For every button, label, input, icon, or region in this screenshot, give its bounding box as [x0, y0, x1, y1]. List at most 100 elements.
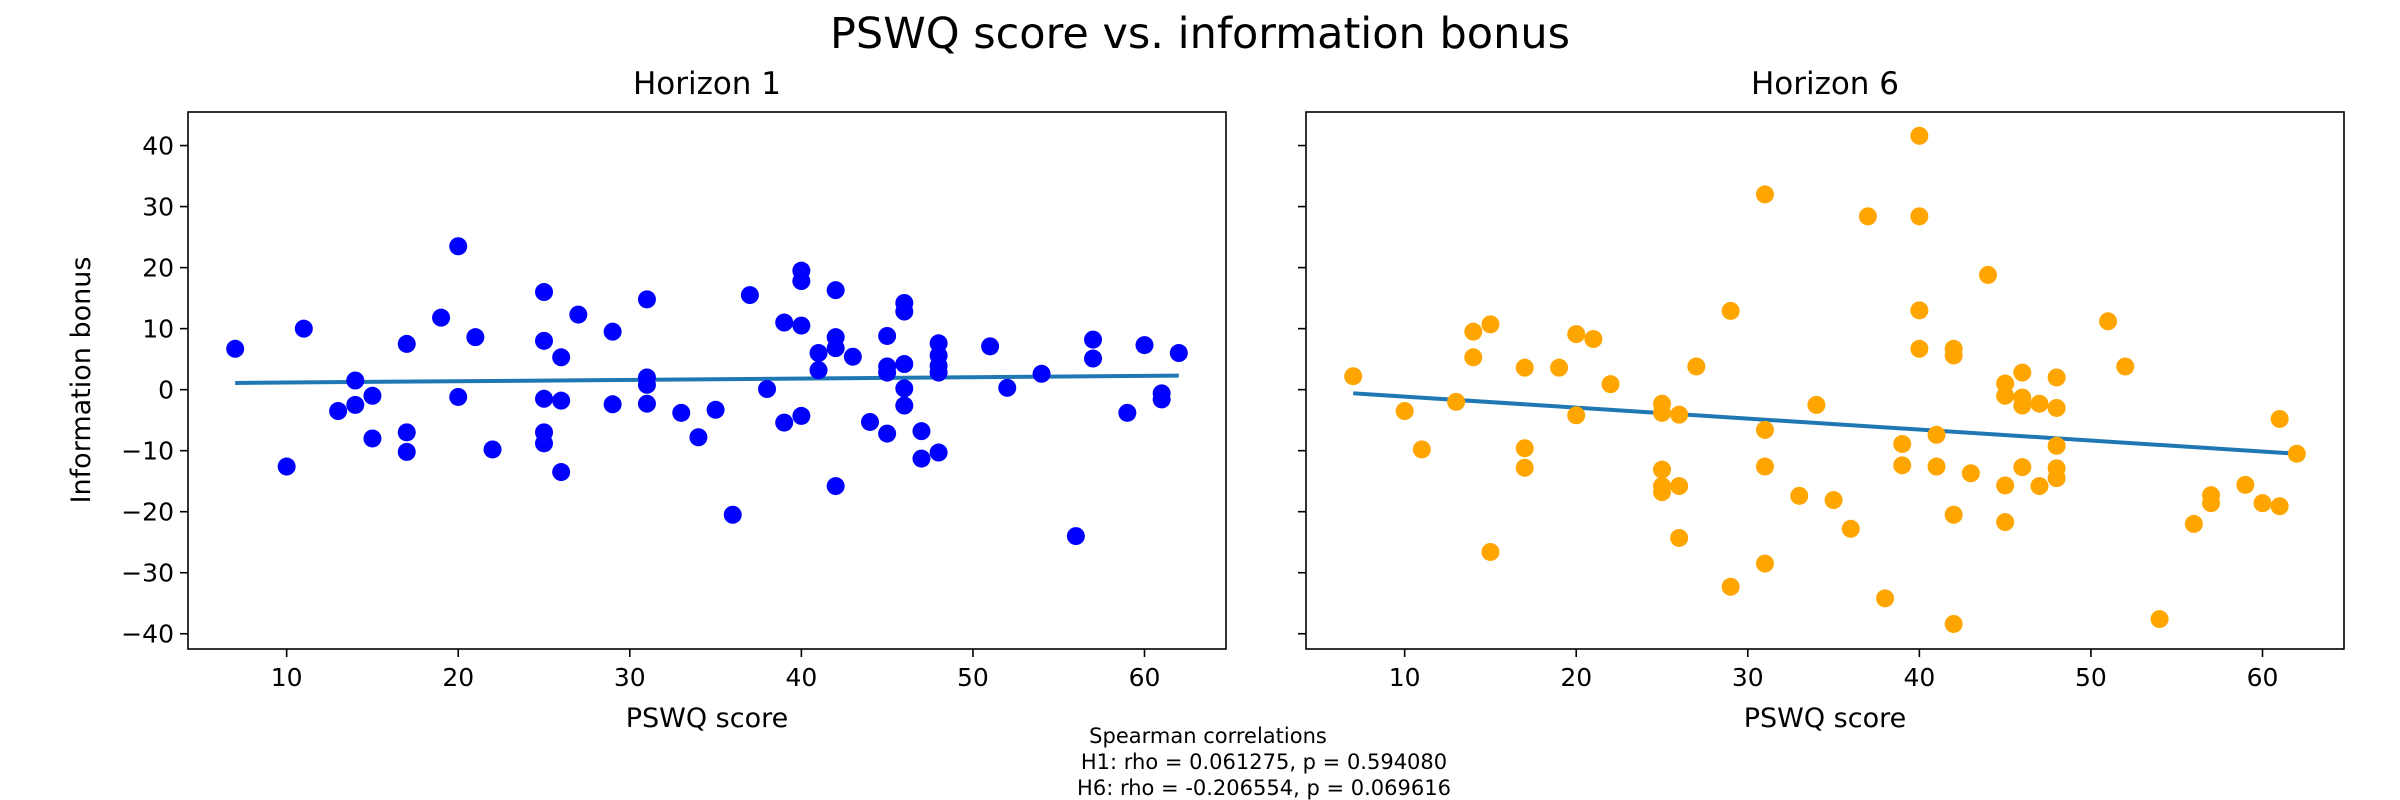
data-point-horizon-1-43 [809, 344, 828, 363]
data-point-horizon-1-22 [552, 391, 571, 410]
x-tick-label-horizon-1-10: 10 [271, 663, 303, 692]
y-tick-label-horizon-1-40: 40 [142, 132, 174, 161]
data-point-horizon-1-45 [826, 281, 845, 300]
data-point-horizon-6-29 [1755, 457, 1774, 476]
data-point-horizon-6-65 [2047, 469, 2066, 488]
data-point-horizon-1-27 [637, 290, 656, 309]
data-point-horizon-6-2 [1412, 440, 1431, 459]
data-point-horizon-6-73 [2253, 494, 2272, 513]
data-point-horizon-1-36 [758, 380, 777, 399]
data-point-horizon-1-66 [929, 443, 948, 462]
x-tick-label-horizon-6-20: 20 [1560, 663, 1592, 692]
data-point-horizon-6-3 [1447, 392, 1466, 411]
data-point-horizon-6-52 [1996, 386, 2015, 405]
data-point-horizon-6-42 [1910, 339, 1929, 358]
data-point-horizon-6-63 [2047, 436, 2066, 455]
data-point-horizon-6-55 [2013, 363, 2032, 382]
data-point-horizon-1-9 [397, 423, 416, 442]
data-point-horizon-1-57 [895, 355, 914, 374]
points-horizon-1 [226, 237, 1188, 546]
y-axis-label-horizon-1: Information bonus [66, 257, 97, 504]
data-point-horizon-6-35 [1858, 207, 1877, 226]
data-point-horizon-1-30 [637, 394, 656, 413]
data-point-horizon-6-41 [1910, 301, 1929, 320]
x-tick-label-horizon-6-30: 30 [1732, 663, 1764, 692]
data-point-horizon-6-24 [1687, 357, 1706, 376]
data-point-horizon-1-56 [895, 302, 914, 321]
data-point-horizon-6-68 [2150, 610, 2169, 629]
data-point-horizon-1-35 [740, 286, 759, 305]
data-point-horizon-1-59 [895, 396, 914, 415]
y-tick-label-horizon-1-20: 20 [142, 254, 174, 283]
x-tick-label-horizon-6-60: 60 [2247, 663, 2279, 692]
data-point-horizon-6-17 [1653, 403, 1672, 422]
annotation-line-2: H1: rho = 0.061275, p = 0.594080 [1081, 750, 1447, 774]
data-point-horizon-6-12 [1567, 325, 1586, 344]
data-point-horizon-1-29 [637, 375, 656, 394]
data-point-horizon-6-39 [1910, 126, 1929, 145]
data-point-horizon-6-43 [1927, 425, 1946, 444]
data-point-horizon-1-44 [809, 361, 828, 380]
data-point-horizon-1-24 [569, 305, 588, 324]
data-point-horizon-6-74 [2270, 409, 2289, 428]
data-point-horizon-6-4 [1464, 322, 1483, 341]
y-tick-label-horizon-1--10: −10 [121, 437, 174, 466]
x-axis-label-horizon-6: PSWQ score [1744, 703, 1907, 734]
data-point-horizon-1-1 [277, 457, 296, 476]
plot-area-horizon-1 [187, 111, 1227, 650]
x-tick-label-horizon-6-10: 10 [1389, 663, 1421, 692]
data-point-horizon-6-75 [2270, 497, 2289, 516]
panel-title-horizon-6: Horizon 6 [1751, 66, 1899, 102]
data-point-horizon-1-31 [672, 403, 691, 422]
data-point-horizon-1-8 [397, 334, 416, 353]
data-point-horizon-6-13 [1567, 406, 1586, 425]
data-point-horizon-6-22 [1670, 477, 1689, 496]
data-point-horizon-1-42 [792, 406, 811, 425]
annotation-line-1: Spearman correlations [1089, 724, 1327, 748]
data-point-horizon-6-18 [1653, 460, 1672, 479]
data-point-horizon-6-59 [2030, 394, 2049, 413]
data-point-horizon-1-77 [1169, 344, 1188, 363]
data-point-horizon-6-72 [2236, 475, 2255, 494]
data-point-horizon-6-32 [1807, 395, 1826, 414]
data-point-horizon-1-2 [294, 319, 313, 338]
data-point-horizon-1-49 [843, 347, 862, 366]
data-point-horizon-1-5 [346, 395, 365, 414]
data-point-horizon-1-72 [1084, 349, 1103, 368]
x-tick-label-horizon-1-20: 20 [442, 663, 474, 692]
data-point-horizon-6-25 [1721, 301, 1740, 320]
x-tick-label-horizon-1-30: 30 [614, 663, 646, 692]
data-point-horizon-6-9 [1515, 439, 1534, 458]
data-point-horizon-6-21 [1670, 405, 1689, 424]
data-point-horizon-1-48 [826, 477, 845, 496]
data-point-horizon-6-14 [1584, 330, 1603, 349]
data-point-horizon-1-12 [449, 237, 468, 256]
points-horizon-6 [1344, 126, 2306, 633]
data-point-horizon-1-67 [981, 337, 1000, 356]
data-point-horizon-6-15 [1601, 375, 1620, 394]
data-point-horizon-1-65 [929, 363, 948, 382]
data-point-horizon-1-47 [826, 339, 845, 358]
data-point-horizon-1-61 [912, 449, 931, 468]
data-point-horizon-1-70 [1066, 527, 1085, 546]
data-point-horizon-6-20 [1653, 483, 1672, 502]
data-point-horizon-6-26 [1721, 577, 1740, 596]
data-point-horizon-6-1 [1395, 402, 1414, 421]
y-tick-label-horizon-1--30: −30 [121, 559, 174, 588]
data-point-horizon-1-14 [466, 328, 485, 347]
y-tick-label-horizon-1--20: −20 [121, 498, 174, 527]
data-point-horizon-6-0 [1344, 367, 1363, 386]
data-point-horizon-6-34 [1841, 519, 1860, 538]
data-point-horizon-1-17 [535, 331, 554, 350]
x-tick-label-horizon-1-50: 50 [957, 663, 989, 692]
data-point-horizon-6-50 [1978, 265, 1997, 284]
data-point-horizon-6-8 [1515, 358, 1534, 377]
data-point-horizon-1-60 [912, 422, 931, 441]
data-point-horizon-6-48 [1944, 614, 1963, 633]
data-point-horizon-1-4 [346, 371, 365, 390]
data-point-horizon-6-30 [1755, 554, 1774, 573]
data-point-horizon-1-15 [483, 440, 502, 459]
data-point-horizon-1-23 [552, 463, 571, 482]
x-tick-label-horizon-1-60: 60 [1129, 663, 1161, 692]
ticks-horizon-6: 10 20 30 40 50 60 [1298, 144, 2279, 692]
